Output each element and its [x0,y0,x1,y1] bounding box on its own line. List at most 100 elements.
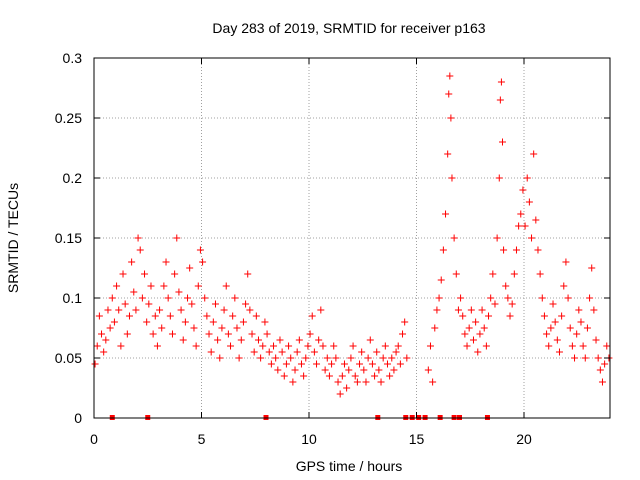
data-point [233,324,241,332]
data-point [478,306,486,314]
data-point [257,354,265,362]
data-point [373,348,381,356]
data-point [465,324,473,332]
data-point [93,342,101,350]
data-point [330,342,338,350]
data-point [601,360,609,368]
data-point [310,348,318,356]
data-point [495,174,503,182]
data-point [295,336,303,344]
data-point [447,114,455,122]
data-point [315,336,323,344]
data-point [566,324,574,332]
data-point [476,330,484,338]
data-point [313,360,321,368]
data-point [457,294,465,302]
data-point [194,282,202,290]
data-point [568,342,576,350]
data-point [392,348,400,356]
data-point [504,294,512,302]
data-point [250,348,258,356]
data-point [515,222,523,230]
data-point [499,138,506,146]
data-point [222,282,230,290]
data-point [119,270,127,278]
data-point [573,330,581,338]
y-axis-label: SRMTID / TECUs [5,183,21,293]
y-tick-label: 0.15 [55,230,82,246]
data-point [317,306,325,314]
data-point [586,294,594,302]
data-point [553,336,561,344]
data-point [489,270,497,278]
data-point [115,306,123,314]
data-point [117,342,125,350]
data-point [203,312,211,320]
data-point [220,306,228,314]
data-point [231,294,239,302]
data-point [472,318,480,326]
data-point [162,258,170,266]
data-point [336,390,344,398]
data-point [308,312,316,320]
data-point [254,336,262,344]
data-point [181,318,189,326]
data-point [540,312,548,320]
data-point [282,360,290,368]
data-point [493,234,501,242]
data-point [166,312,174,320]
data-point [289,378,297,386]
data-point [536,270,544,278]
data-point [366,336,374,344]
data-point [160,282,168,290]
data-point [429,378,437,386]
data-point [293,348,301,356]
data-point [345,366,353,374]
y-tick-label: 0.2 [63,170,83,186]
data-point [579,342,587,350]
data-point [433,306,441,314]
data-point [216,354,224,362]
data-point [145,300,153,308]
data-point [196,246,204,254]
data-point [547,324,555,332]
data-point [91,360,99,368]
data-point [467,306,475,314]
data-point [141,270,149,278]
data-point [487,294,495,302]
data-point [306,330,314,338]
data-point [328,360,336,368]
data-point [532,216,540,224]
data-point [130,288,138,296]
data-point [227,342,235,350]
data-point [375,366,383,374]
data-point [358,348,366,356]
data-point [102,336,110,344]
data-point [383,360,391,368]
data-point [454,306,462,314]
data-point [340,360,348,368]
x-tick-label: 10 [301,431,317,447]
data-point [343,384,351,392]
data-point [452,270,460,278]
data-point [353,378,361,386]
data-point [175,288,183,296]
data-point [459,312,467,320]
data-point [100,348,108,356]
data-point [437,276,445,284]
data-point [263,330,271,338]
data-point [530,150,538,158]
data-point [149,330,157,338]
data-point [502,282,510,290]
data-point [192,342,200,350]
data-point [474,348,482,356]
data-point [558,312,566,320]
data-point [592,336,600,344]
data-point [321,366,329,374]
data-point [596,366,604,374]
data-point [549,300,557,308]
data-point [334,378,342,386]
ticks: 0 5 10 15 20 0 0.05 0.1 0.15 0.2 0.25 0.3 [55,50,610,447]
data-point [338,372,346,380]
